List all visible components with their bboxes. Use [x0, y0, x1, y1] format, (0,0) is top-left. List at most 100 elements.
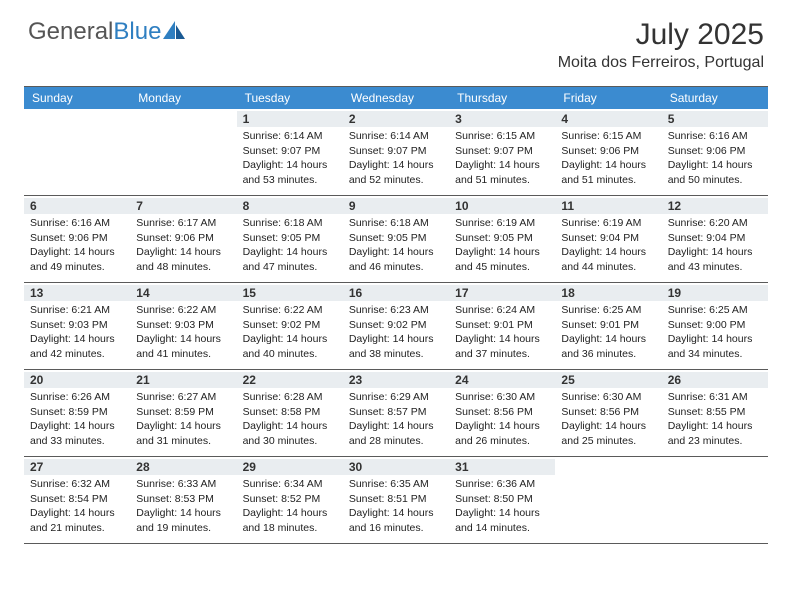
sunset-line: Sunset: 9:07 PM: [243, 144, 337, 159]
title-block: July 2025 Moita dos Ferreiros, Portugal: [558, 18, 764, 72]
sunset-line: Sunset: 8:52 PM: [243, 492, 337, 507]
daylight-line: Daylight: 14 hours and 51 minutes.: [455, 158, 549, 187]
daylight-line: Daylight: 14 hours and 14 minutes.: [455, 506, 549, 535]
sunrise-line: Sunrise: 6:30 AM: [561, 390, 655, 405]
weekday-header-row: SundayMondayTuesdayWednesdayThursdayFrid…: [24, 87, 768, 109]
day-number: 28: [130, 459, 236, 475]
day-number: 18: [555, 285, 661, 301]
sunset-line: Sunset: 9:03 PM: [30, 318, 124, 333]
daylight-line: Daylight: 14 hours and 46 minutes.: [349, 245, 443, 274]
daylight-line: Daylight: 14 hours and 43 minutes.: [668, 245, 762, 274]
sunset-line: Sunset: 9:00 PM: [668, 318, 762, 333]
sunrise-line: Sunrise: 6:22 AM: [136, 303, 230, 318]
sunrise-line: Sunrise: 6:27 AM: [136, 390, 230, 405]
day-number: 22: [237, 372, 343, 388]
calendar-day: 4Sunrise: 6:15 AMSunset: 9:06 PMDaylight…: [555, 109, 661, 195]
sunrise-line: Sunrise: 6:34 AM: [243, 477, 337, 492]
calendar-day: 26Sunrise: 6:31 AMSunset: 8:55 PMDayligh…: [662, 370, 768, 456]
calendar-day-empty: .: [662, 457, 768, 543]
daylight-line: Daylight: 14 hours and 31 minutes.: [136, 419, 230, 448]
sunset-line: Sunset: 9:04 PM: [561, 231, 655, 246]
daylight-line: Daylight: 14 hours and 38 minutes.: [349, 332, 443, 361]
calendar-day-empty: .: [24, 109, 130, 195]
calendar-day: 11Sunrise: 6:19 AMSunset: 9:04 PMDayligh…: [555, 196, 661, 282]
calendar-day: 15Sunrise: 6:22 AMSunset: 9:02 PMDayligh…: [237, 283, 343, 369]
daylight-line: Daylight: 14 hours and 23 minutes.: [668, 419, 762, 448]
sunrise-line: Sunrise: 6:33 AM: [136, 477, 230, 492]
day-number: 6: [24, 198, 130, 214]
calendar-day: 16 Sunrise: 6:23 AMSunset: 9:02 PMDayligh…: [343, 283, 449, 369]
calendar-day: 31Sunrise: 6:36 AMSunset: 8:50 PMDayligh…: [449, 457, 555, 543]
calendar: SundayMondayTuesdayWednesdayThursdayFrid…: [24, 86, 768, 544]
daylight-line: Daylight: 14 hours and 50 minutes.: [668, 158, 762, 187]
weekday-header: Sunday: [24, 87, 130, 109]
sunset-line: Sunset: 9:07 PM: [455, 144, 549, 159]
sunset-line: Sunset: 9:02 PM: [349, 318, 443, 333]
day-number: 1: [237, 111, 343, 127]
sunset-line: Sunset: 9:06 PM: [561, 144, 655, 159]
calendar-week: 13Sunrise: 6:21 AMSunset: 9:03 PMDayligh…: [24, 283, 768, 370]
month-title: July 2025: [558, 18, 764, 52]
daylight-line: Daylight: 14 hours and 41 minutes.: [136, 332, 230, 361]
daylight-line: Daylight: 14 hours and 51 minutes.: [561, 158, 655, 187]
sunrise-line: Sunrise: 6:18 AM: [243, 216, 337, 231]
sunrise-line: Sunrise: 6:22 AM: [243, 303, 337, 318]
logo: GeneralBlue: [28, 18, 187, 46]
weekday-header: Thursday: [449, 87, 555, 109]
daylight-line: Daylight: 14 hours and 45 minutes.: [455, 245, 549, 274]
calendar-day: 6Sunrise: 6:16 AMSunset: 9:06 PMDaylight…: [24, 196, 130, 282]
daylight-line: Daylight: 14 hours and 34 minutes.: [668, 332, 762, 361]
calendar-day: 19 Sunrise: 6:25 AMSunset: 9:00 PMDayligh…: [662, 283, 768, 369]
sunrise-line: Sunrise: 6:25 AM: [668, 303, 762, 318]
daylight-line: Daylight: 14 hours and 37 minutes.: [455, 332, 549, 361]
calendar-day: 23Sunrise: 6:29 AMSunset: 8:57 PMDayligh…: [343, 370, 449, 456]
daylight-line: Daylight: 14 hours and 52 minutes.: [349, 158, 443, 187]
location-label: Moita dos Ferreiros, Portugal: [558, 54, 764, 72]
sunset-line: Sunset: 8:54 PM: [30, 492, 124, 507]
sunrise-line: Sunrise: 6:31 AM: [668, 390, 762, 405]
sunset-line: Sunset: 9:01 PM: [455, 318, 549, 333]
sunrise-line: Sunrise: 6:16 AM: [30, 216, 124, 231]
calendar-day: 27Sunrise: 6:32 AMSunset: 8:54 PMDayligh…: [24, 457, 130, 543]
calendar-week: 6 Sunrise: 6:16 AMSunset: 9:06 PM Daylight…: [24, 196, 768, 283]
day-number: 16: [343, 285, 449, 301]
sunrise-line: Sunrise: 6:23 AM: [349, 303, 443, 318]
daylight-line: Daylight: 14 hours and 21 minutes.: [30, 506, 124, 535]
weekday-header: Tuesday: [237, 87, 343, 109]
sunset-line: Sunset: 8:59 PM: [136, 405, 230, 420]
day-number: 19: [662, 285, 768, 301]
calendar-day: 30Sunrise: 6:35 AMSunset: 8:51 PMDayligh…: [343, 457, 449, 543]
sunrise-line: Sunrise: 6:36 AM: [455, 477, 549, 492]
sunrise-line: Sunrise: 6:19 AM: [455, 216, 549, 231]
sunset-line: Sunset: 8:59 PM: [30, 405, 124, 420]
sunrise-line: Sunrise: 6:32 AM: [30, 477, 124, 492]
day-number: 17: [449, 285, 555, 301]
daylight-line: Daylight: 14 hours and 26 minutes.: [455, 419, 549, 448]
calendar-day: 13Sunrise: 6:21 AMSunset: 9:03 PMDayligh…: [24, 283, 130, 369]
calendar-day: 9Sunrise: 6:18 AMSunset: 9:05 PMDaylight…: [343, 196, 449, 282]
calendar-day: 3Sunrise: 6:15 AMSunset: 9:07 PMDaylight…: [449, 109, 555, 195]
weekday-header: Friday: [555, 87, 661, 109]
day-number: 30: [343, 459, 449, 475]
sunset-line: Sunset: 9:06 PM: [30, 231, 124, 246]
calendar-day: 17 Sunrise: 6:24 AMSunset: 9:01 PMDayligh…: [449, 283, 555, 369]
sunset-line: Sunset: 8:57 PM: [349, 405, 443, 420]
day-number: 13: [24, 285, 130, 301]
calendar-day: 1Sunrise: 6:14 AMSunset: 9:07 PMDaylight…: [237, 109, 343, 195]
sunrise-line: Sunrise: 6:24 AM: [455, 303, 549, 318]
sunrise-line: Sunrise: 6:20 AM: [668, 216, 762, 231]
sunset-line: Sunset: 8:56 PM: [455, 405, 549, 420]
calendar-week: 20Sunrise: 6:26 AMSunset: 8:59 PMDayligh…: [24, 370, 768, 457]
calendar-day-empty: .: [555, 457, 661, 543]
daylight-line: Daylight: 14 hours and 42 minutes.: [30, 332, 124, 361]
sunrise-line: Sunrise: 6:26 AM: [30, 390, 124, 405]
day-number: 9: [343, 198, 449, 214]
sunrise-line: Sunrise: 6:28 AM: [243, 390, 337, 405]
sunset-line: Sunset: 9:05 PM: [243, 231, 337, 246]
day-number: 8: [237, 198, 343, 214]
day-number: 11: [555, 198, 661, 214]
calendar-day: 7Sunrise: 6:17 AMSunset: 9:06 PMDaylight…: [130, 196, 236, 282]
calendar-day: 18Sunrise: 6:25 AMSunset: 9:01 PMDayligh…: [555, 283, 661, 369]
sunrise-line: Sunrise: 6:16 AM: [668, 129, 762, 144]
sunset-line: Sunset: 9:04 PM: [668, 231, 762, 246]
